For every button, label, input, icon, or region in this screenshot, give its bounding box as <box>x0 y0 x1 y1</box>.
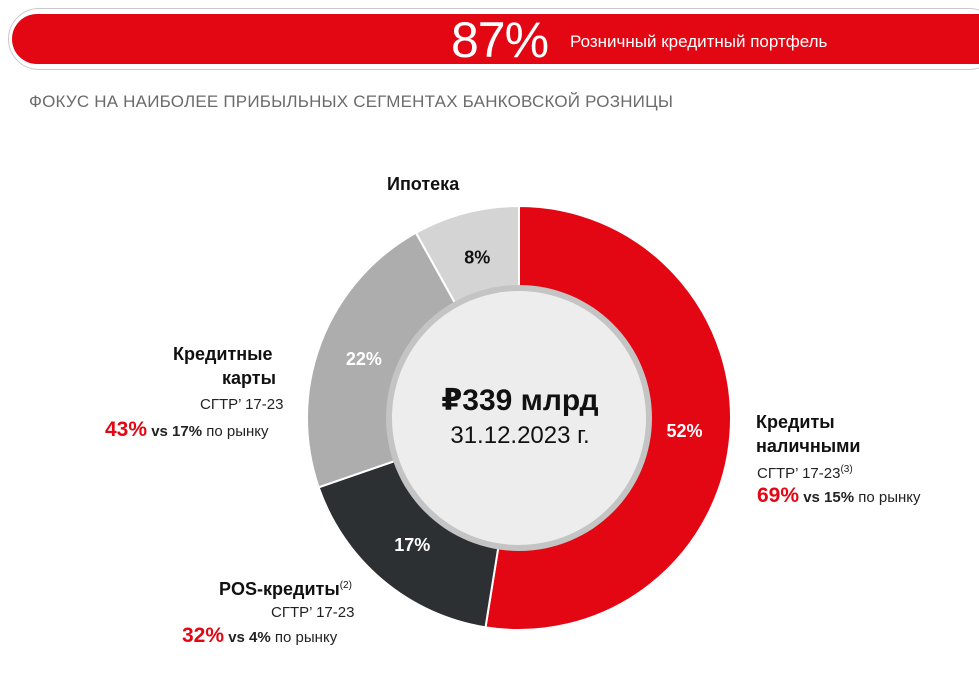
pos-note: (2) <box>339 580 352 591</box>
pos-vs: vs 4% <box>228 629 271 646</box>
donut-value-label-mortgage: 8% <box>464 247 490 267</box>
pos-market: по рынку <box>274 629 338 646</box>
header-label: Розничный кредитный портфель <box>570 32 828 51</box>
cash-cagr-value: 69% <box>757 484 800 507</box>
cash-note: (3) <box>840 464 853 475</box>
cash-title-line2: наличными <box>756 436 861 456</box>
cash-cagr-label-wrap: СГТР’ 17-23(3) <box>757 464 853 482</box>
header-banner-fill <box>12 14 979 64</box>
cash-cagr: 69% vs 15% по рынку <box>757 484 921 508</box>
pos-cagr: 32% vs 4% по рынку <box>182 624 337 648</box>
cards-cagr-value: 43% <box>105 418 148 441</box>
cash-title-line1: Кредиты <box>756 412 835 432</box>
cards-vs: vs 17% <box>151 423 203 440</box>
pos-cagr-value: 32% <box>182 624 225 647</box>
cash-market: по рынку <box>858 489 921 506</box>
header-percent: 87% <box>451 12 549 68</box>
donut-value-label-credit-cards: 22% <box>346 349 382 369</box>
pos-title: POS-кредиты(2) <box>219 574 352 601</box>
donut-value-label-pos-loans: 17% <box>394 535 430 555</box>
pos-title-text: POS-кредиты <box>219 579 340 599</box>
mortgage-title: Ипотека <box>387 174 460 194</box>
cards-market: по рынку <box>206 423 269 440</box>
center-amount: ₽339 млрд <box>441 384 599 417</box>
cards-cagr-label: СГТР’ 17-23 <box>200 396 284 413</box>
cards-title-line1: Кредитные <box>173 344 273 364</box>
donut-center <box>392 291 646 545</box>
cash-cagr-label: СГТР’ 17-23 <box>757 465 841 482</box>
center-date: 31.12.2023 г. <box>450 422 590 449</box>
cards-cagr: 43% vs 17% по рынку <box>105 418 269 442</box>
cash-vs: vs 15% <box>803 489 855 506</box>
page-subtitle: ФОКУС НА НАИБОЛЕЕ ПРИБЫЛЬНЫХ СЕГМЕНТАХ Б… <box>29 92 674 111</box>
cards-title-line2: карты <box>222 368 276 388</box>
pos-cagr-label: СГТР’ 17-23 <box>271 604 355 621</box>
donut-value-label-cash-loans: 52% <box>666 421 702 441</box>
